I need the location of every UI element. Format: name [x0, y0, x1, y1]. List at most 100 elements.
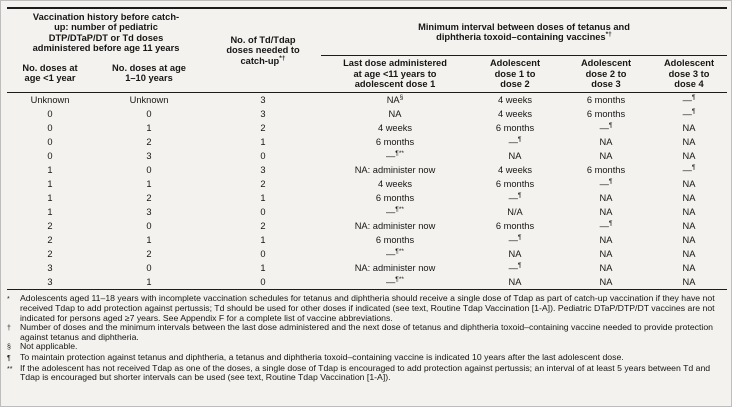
table-cell: N/A: [507, 207, 523, 218]
table-cell: Unknown: [30, 95, 70, 106]
table-cell: 0: [146, 221, 152, 232]
table-cell: NA: [599, 193, 613, 204]
table-cell: NA: [682, 277, 696, 288]
footnote-marker: **: [7, 365, 13, 373]
table-cell: 1: [47, 193, 53, 204]
table-cell: 1: [260, 193, 266, 204]
footnote-text: To maintain protection against tetanus a…: [20, 351, 624, 362]
min-interval-header-text: Minimum interval between doses of tetanu…: [398, 22, 650, 43]
table-cell: 3: [260, 109, 266, 120]
table-cell: 3: [47, 263, 53, 274]
footnote-ref: ¶: [608, 178, 613, 186]
footnote-ref: ¶: [608, 220, 613, 228]
doses-needed-header-text: No. of Td/Tdap doses needed to catch-up*…: [220, 35, 306, 66]
col-header-text: No. doses at age 1–10 years: [112, 63, 186, 84]
history-group-header: Vaccination history before catch-up: num…: [7, 8, 205, 56]
table-cell: NA: administer now: [354, 165, 436, 176]
table-cell: —¶**: [386, 150, 404, 162]
footnote-ref: ¶: [517, 234, 522, 242]
col-header-doses-1-10yr: No. doses at age 1–10 years: [93, 55, 205, 94]
table-cell: 3: [47, 277, 53, 288]
table-cell: 6 months: [495, 123, 535, 134]
footnote-ref: ¶: [608, 122, 613, 130]
doses-needed-header-label: No. of Td/Tdap doses needed to catch-up: [226, 35, 300, 66]
table-cell: 4 weeks: [497, 165, 533, 176]
table-cell: 0: [260, 277, 266, 288]
table-row: 1 0 3 NA: administer now 4 weeks 6 months —¶: [7, 163, 727, 177]
table-row: Unknown Unknown 3 NA§ 4 weeks 6 months —¶: [7, 93, 727, 108]
table-cell: 4 weeks: [497, 109, 533, 120]
col-header-text: Last dose administered at age <11 years …: [343, 58, 447, 89]
table-cell: 4 weeks: [497, 95, 533, 106]
footnote-ref: ¶: [517, 192, 522, 200]
footnote-text: Not applicable.: [20, 341, 78, 352]
table-cell: NA: [682, 123, 696, 134]
col-header-dose2-to-dose3: Adolescent dose 2 to dose 3: [561, 55, 651, 94]
table-cell: 4 weeks: [377, 179, 413, 190]
vaccination-catchup-table: Vaccination history before catch-up: num…: [7, 7, 727, 291]
table-row: 2 1 1 6 months —¶ NA NA: [7, 233, 727, 247]
col-header-doses-under-1yr: No. doses at age <1 year: [7, 55, 93, 94]
table-row: 0 1 2 4 weeks 6 months —¶ NA: [7, 121, 727, 135]
table-row: 0 0 3 NA 4 weeks 6 months —¶: [7, 107, 727, 121]
footnote-marker: *: [7, 296, 10, 304]
table-cell: 3: [260, 95, 266, 106]
table-cell: 2: [146, 193, 152, 204]
table-cell: 6 months: [375, 137, 415, 148]
table-cell: 0: [146, 263, 152, 274]
table-cell: NA: [508, 277, 522, 288]
table-cell: 0: [146, 165, 152, 176]
table-cell: NA: [682, 193, 696, 204]
footnote: § Not applicable.: [7, 342, 727, 353]
table-cell: 1: [146, 123, 152, 134]
table-cell: 1: [47, 179, 53, 190]
col-header-text: No. doses at age <1 year: [22, 63, 78, 84]
table-cell: NA: [682, 179, 696, 190]
footnote-ref: *†: [279, 54, 286, 62]
table-cell: NA: [682, 207, 696, 218]
table-cell: 2: [260, 123, 266, 134]
table-cell: 1: [260, 137, 266, 148]
table-cell: —¶: [682, 94, 696, 106]
table-cell: 6 months: [586, 165, 626, 176]
table-cell: NA: [388, 109, 402, 120]
footnote-ref: ¶**: [395, 276, 404, 284]
footnote-marker: ¶: [7, 354, 11, 362]
table-cell: 0: [260, 249, 266, 260]
footnote: ** If the adolescent has not received Tda…: [7, 363, 727, 383]
table-cell: 1: [47, 207, 53, 218]
table-row: 1 3 0 —¶** N/A NA NA: [7, 205, 727, 219]
table-cell: 1: [146, 179, 152, 190]
table-cell: —¶: [508, 192, 522, 204]
footnote-text: Number of doses and the minimum interval…: [20, 322, 714, 342]
table-header: Vaccination history before catch-up: num…: [7, 8, 727, 94]
table-cell: NA: [682, 249, 696, 260]
footnote: * Adolescents aged 11–18 years with incom…: [7, 294, 727, 323]
table-cell: NA: [508, 151, 522, 162]
table-cell: 3: [260, 165, 266, 176]
table-cell: 6 months: [375, 235, 415, 246]
table-cell: Unknown: [129, 95, 169, 106]
table-row: 2 2 0 —¶** NA NA NA: [7, 247, 727, 261]
table-cell: NA: [682, 151, 696, 162]
table-cell: 3: [146, 151, 152, 162]
table-cell: NA: [682, 235, 696, 246]
table-cell: NA: [682, 263, 696, 274]
table-cell: —¶: [508, 136, 522, 148]
table-cell: 0: [260, 151, 266, 162]
table-row: 0 2 1 6 months —¶ NA NA: [7, 135, 727, 149]
table-cell: —¶: [508, 234, 522, 246]
footnote-ref: §: [399, 94, 404, 102]
table-cell: —¶: [508, 262, 522, 274]
footnote-text: Adolescents aged 11–18 years with incomp…: [20, 293, 715, 323]
table-cell: NA§: [386, 94, 404, 106]
table-row: 2 0 2 NA: administer now 6 months —¶ NA: [7, 219, 727, 233]
table-cell: 2: [47, 221, 53, 232]
footnote-marker: †: [7, 325, 11, 333]
table-cell: 0: [47, 109, 53, 120]
col-header-text: Adolescent dose 1 to dose 2: [489, 58, 541, 89]
table-cell: NA: [599, 151, 613, 162]
table-cell: NA: [599, 263, 613, 274]
table-cell: 4 weeks: [377, 123, 413, 134]
col-header-dose3-to-dose4: Adolescent dose 3 to dose 4: [651, 55, 727, 94]
